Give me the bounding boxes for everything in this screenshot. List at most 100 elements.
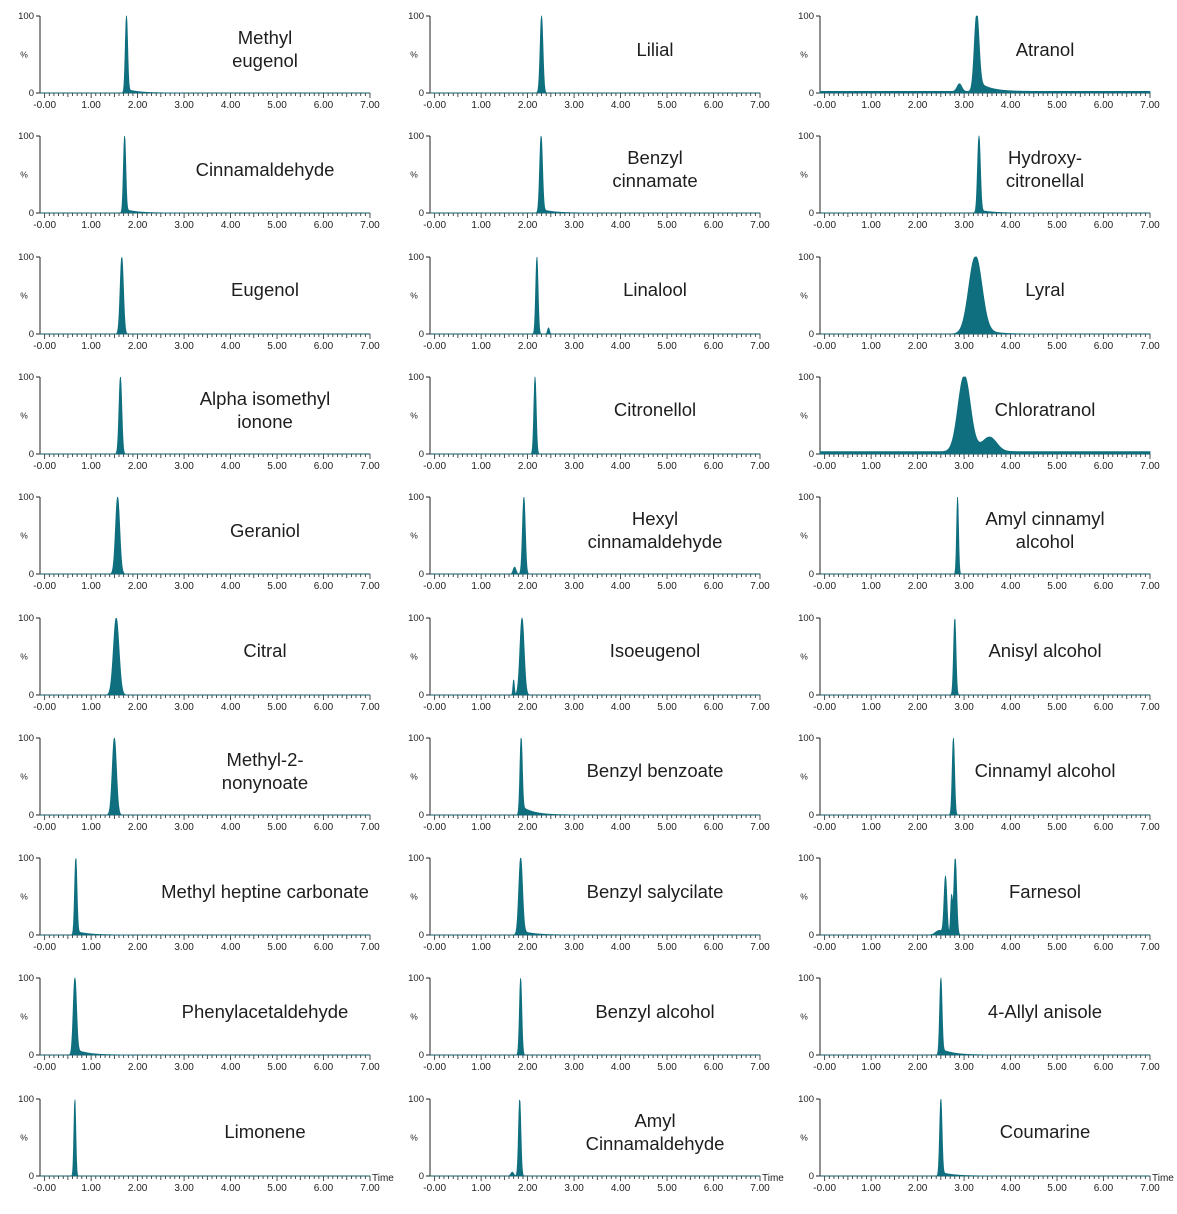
x-tick-label: 5.00 — [657, 461, 677, 472]
x-tick-label: -0.00 — [423, 942, 446, 953]
y-axis-label: % — [410, 771, 418, 781]
x-tick-label: -0.00 — [423, 822, 446, 833]
y-tick-label: 0 — [809, 208, 814, 219]
chromatogram-panel: 100 0% -0.00 1.00 2.00 3.00 4.00 5.00 6.00 7.00 An… — [780, 610, 1168, 730]
y-tick-label: 0 — [419, 449, 424, 460]
x-tick-label: 5.00 — [267, 220, 287, 231]
y-tick-label: 0 — [419, 690, 424, 701]
chromatogram-trace — [429, 617, 761, 695]
x-tick-label: 2.00 — [128, 461, 148, 472]
y-tick-label: 0 — [809, 329, 814, 340]
x-tick-label: 3.00 — [564, 100, 584, 111]
x-tick-label: -0.00 — [423, 702, 446, 713]
x-tick-label: 5.00 — [657, 702, 677, 713]
x-tick-label: 6.00 — [314, 461, 334, 472]
chromatogram-svg: 100 0% -0.00 1.00 2.00 3.00 4.00 5.00 6.00 7.00 — [18, 613, 380, 713]
x-tick-label: 6.00 — [704, 702, 724, 713]
x-tick-label: 1.00 — [861, 341, 881, 352]
x-tick-label: 5.00 — [657, 822, 677, 833]
chromatogram-panel: 100 0% -0.00 1.00 2.00 3.00 4.00 5.00 6.00 7.00 Ch… — [780, 369, 1168, 489]
y-tick-label: 100 — [408, 1094, 424, 1105]
x-tick-label: 6.00 — [1094, 702, 1114, 713]
x-tick-label: 3.00 — [954, 822, 974, 833]
x-tick-label: 6.00 — [1094, 100, 1114, 111]
x-tick-label: 5.00 — [267, 702, 287, 713]
y-tick-label: 0 — [29, 449, 34, 460]
chromatogram-trace — [429, 136, 761, 214]
chromatogram-panel: 100 0% -0.00 1.00 2.00 3.00 4.00 5.00 6.00 7.00 Me… — [0, 850, 388, 970]
x-tick-label: 3.00 — [174, 822, 194, 833]
y-tick-label: 0 — [809, 449, 814, 460]
chromatogram-panel: 100 0% -0.00 1.00 2.00 3.00 4.00 5.00 6.00 7.00 Li… — [390, 249, 778, 369]
x-tick-label: 5.00 — [1047, 581, 1067, 592]
x-tick-label: 1.00 — [471, 100, 491, 111]
x-tick-label: 2.00 — [518, 942, 538, 953]
x-tick-label: 5.00 — [657, 1062, 677, 1073]
y-tick-label: 100 — [18, 131, 34, 142]
x-tick-label: 4.00 — [611, 220, 631, 231]
x-tick-label: -0.00 — [423, 1183, 446, 1194]
x-tick-label: 6.00 — [704, 581, 724, 592]
x-tick-label: 4.00 — [221, 942, 241, 953]
y-tick-label: 100 — [798, 11, 814, 22]
compound-label: Amyl cinnamyl alcohol — [985, 508, 1105, 553]
x-tick-label: 3.00 — [174, 1062, 194, 1073]
x-tick-label: 3.00 — [954, 581, 974, 592]
x-tick-label: 5.00 — [1047, 1062, 1067, 1073]
x-tick-label: 4.00 — [221, 822, 241, 833]
chromatogram-svg: 100 0% -0.00 1.00 2.00 3.00 4.00 5.00 6.00 7.00 — [408, 492, 770, 592]
x-tick-label: 1.00 — [471, 341, 491, 352]
y-axis-label: % — [410, 1132, 418, 1142]
y-axis-label: % — [800, 410, 808, 420]
y-tick-label: 0 — [419, 1171, 424, 1182]
chromatogram-svg: 100 0% -0.00 1.00 2.00 3.00 4.00 5.00 6.00 7.00 — [18, 131, 380, 231]
y-axis-label: % — [20, 410, 28, 420]
chromatogram-trace — [819, 497, 1151, 575]
x-tick-label: 5.00 — [267, 1062, 287, 1073]
y-tick-label: 0 — [29, 329, 34, 340]
y-tick-label: 0 — [809, 690, 814, 701]
x-tick-label: 1.00 — [81, 220, 101, 231]
y-tick-label: 0 — [419, 1050, 424, 1061]
y-tick-label: 0 — [29, 208, 34, 219]
y-axis-label: % — [20, 50, 28, 60]
x-tick-label: 2.00 — [908, 581, 928, 592]
chromatogram-trace — [429, 497, 761, 575]
x-tick-label: 3.00 — [564, 942, 584, 953]
x-tick-label: 2.00 — [908, 822, 928, 833]
chromatogram-svg: 100 0% -0.00 1.00 2.00 3.00 4.00 5.00 6.00 7.00 — [18, 853, 380, 953]
y-tick-label: 100 — [798, 973, 814, 984]
y-tick-label: 0 — [419, 329, 424, 340]
x-tick-label: 5.00 — [657, 220, 677, 231]
x-tick-label: 2.00 — [908, 220, 928, 231]
chromatogram-trace — [39, 15, 371, 94]
x-tick-label: 7.00 — [360, 1062, 380, 1073]
chromatogram-panel: 100 0% -0.00 1.00 2.00 3.00 4.00 5.00 6.00 7.00 Ci… — [780, 730, 1168, 850]
y-axis-label: % — [800, 771, 808, 781]
compound-label: Limonene — [224, 1121, 306, 1143]
x-tick-label: 7.00 — [360, 942, 380, 953]
x-tick-label: -0.00 — [423, 461, 446, 472]
compound-label: Benzyl cinnamate — [612, 147, 698, 192]
compound-label: Phenylacetaldehyde — [181, 1000, 349, 1022]
y-tick-label: 100 — [408, 252, 424, 263]
x-tick-label: 7.00 — [1140, 822, 1160, 833]
y-tick-label: 100 — [798, 733, 814, 744]
y-tick-label: 100 — [798, 853, 814, 864]
x-tick-label: 2.00 — [128, 702, 148, 713]
x-tick-label: 7.00 — [1140, 581, 1160, 592]
x-tick-label: 6.00 — [1094, 341, 1114, 352]
x-tick-label: 6.00 — [1094, 822, 1114, 833]
x-tick-label: 7.00 — [360, 822, 380, 833]
x-tick-label: 6.00 — [1094, 581, 1114, 592]
chromatogram-svg: 100 0% -0.00 1.00 2.00 3.00 4.00 5.00 6.00 7.00 — [798, 853, 1160, 953]
y-tick-label: 100 — [408, 973, 424, 984]
chromatogram-svg: 100 0% -0.00 1.00 2.00 3.00 4.00 5.00 6.00 7.00 — [408, 853, 770, 953]
x-tick-label: 7.00 — [750, 100, 770, 111]
chromatogram-svg: 100 0% -0.00 1.00 2.00 3.00 4.00 5.00 6.00 7.00 — [18, 973, 380, 1073]
chromatogram-trace — [819, 618, 1151, 695]
x-tick-label: 4.00 — [611, 702, 631, 713]
x-tick-label: 4.00 — [1001, 1062, 1021, 1073]
chromatogram-trace — [429, 256, 761, 334]
chromatogram-panel: 100 0% -0.00 1.00 2.00 3.00 4.00 5.00 6.00 7.00 At… — [780, 8, 1168, 128]
